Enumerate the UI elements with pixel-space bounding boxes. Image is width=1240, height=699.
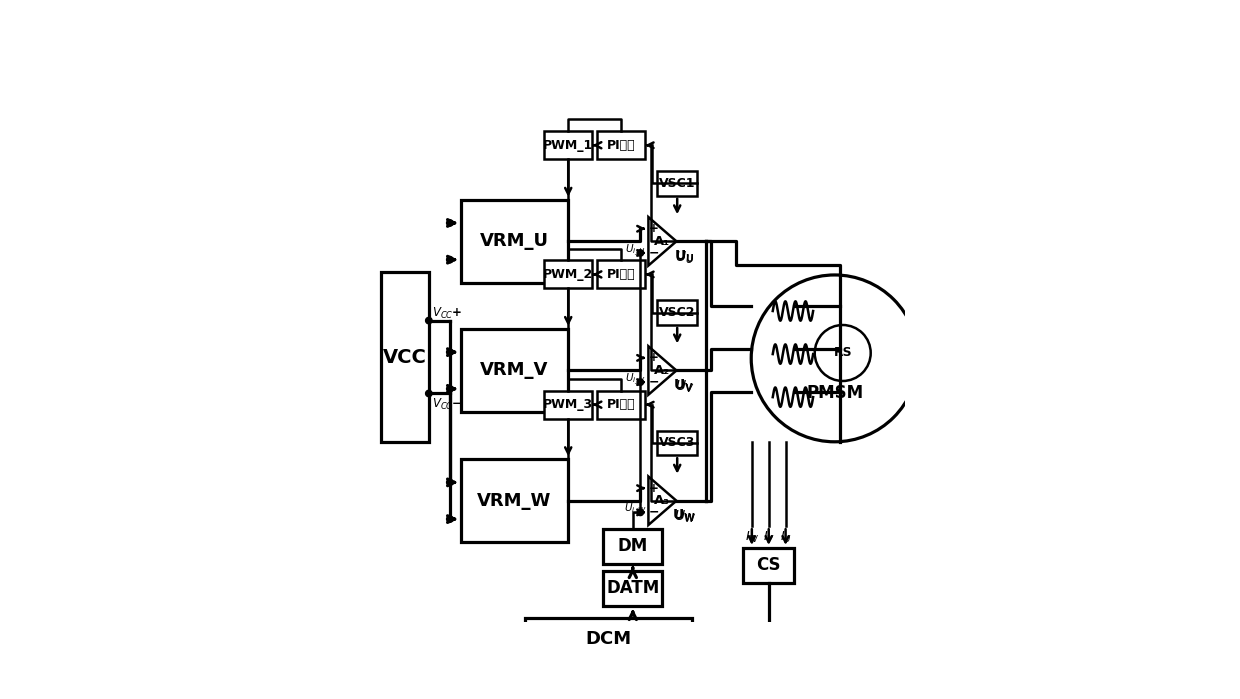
- Polygon shape: [649, 477, 676, 525]
- Circle shape: [425, 390, 432, 397]
- FancyBboxPatch shape: [460, 459, 568, 542]
- FancyBboxPatch shape: [596, 131, 645, 159]
- Text: PWM_2: PWM_2: [543, 268, 594, 281]
- FancyBboxPatch shape: [743, 548, 795, 583]
- Text: A₁: A₁: [655, 235, 671, 248]
- Text: $I_U$: $I_U$: [780, 530, 791, 545]
- Circle shape: [815, 325, 870, 381]
- Text: VSC1: VSC1: [658, 177, 696, 190]
- Text: +: +: [649, 222, 658, 236]
- Text: $U_{i\_V}$: $U_{i\_V}$: [625, 372, 646, 387]
- FancyBboxPatch shape: [544, 391, 593, 419]
- Circle shape: [446, 257, 453, 263]
- Circle shape: [637, 250, 644, 256]
- Circle shape: [446, 349, 453, 355]
- Text: PI调节: PI调节: [606, 268, 635, 281]
- Text: DM: DM: [618, 538, 649, 556]
- Text: $V_{CC}$+: $V_{CC}$+: [432, 306, 463, 321]
- Text: $\mathbf{U_U}$: $\mathbf{U_U}$: [673, 248, 694, 265]
- Circle shape: [446, 219, 453, 226]
- Text: $U_U$: $U_U$: [676, 250, 694, 266]
- Text: VSC3: VSC3: [658, 436, 696, 449]
- Circle shape: [637, 379, 644, 385]
- FancyBboxPatch shape: [382, 272, 429, 442]
- FancyBboxPatch shape: [657, 171, 697, 196]
- FancyBboxPatch shape: [603, 529, 662, 564]
- FancyBboxPatch shape: [544, 261, 593, 289]
- Text: VRM_W: VRM_W: [477, 491, 552, 510]
- Text: $U_W$: $U_W$: [675, 509, 696, 525]
- FancyBboxPatch shape: [596, 261, 645, 289]
- Text: $U_{i\_U}$: $U_{i\_U}$: [625, 243, 646, 258]
- FancyBboxPatch shape: [657, 431, 697, 455]
- Text: VCC: VCC: [383, 347, 427, 366]
- FancyBboxPatch shape: [544, 131, 593, 159]
- Text: +: +: [649, 482, 658, 495]
- Text: A₃: A₃: [655, 494, 671, 507]
- Text: PI调节: PI调节: [606, 398, 635, 411]
- Circle shape: [446, 386, 453, 392]
- Text: CS: CS: [756, 556, 781, 575]
- FancyBboxPatch shape: [596, 391, 645, 419]
- FancyBboxPatch shape: [460, 200, 568, 283]
- FancyBboxPatch shape: [526, 618, 692, 661]
- FancyBboxPatch shape: [460, 329, 568, 412]
- Text: VRM_V: VRM_V: [480, 361, 548, 380]
- Polygon shape: [649, 346, 676, 395]
- Text: $I_V$: $I_V$: [763, 530, 775, 545]
- Text: $I_W$: $I_W$: [744, 530, 759, 545]
- Text: −: −: [649, 506, 658, 519]
- Text: $\mathbf{U_V}$: $\mathbf{U_V}$: [673, 377, 694, 394]
- Text: RS: RS: [833, 347, 852, 359]
- Text: VSC2: VSC2: [658, 306, 696, 319]
- Text: DATM: DATM: [606, 579, 660, 598]
- Text: −: −: [649, 375, 658, 389]
- Text: $U_V$: $U_V$: [676, 378, 694, 395]
- Text: $\mathbf{U_W}$: $\mathbf{U_W}$: [672, 507, 696, 524]
- Text: VRM_U: VRM_U: [480, 232, 549, 250]
- Circle shape: [751, 275, 918, 442]
- Text: $U_{i\_W}$: $U_{i\_W}$: [624, 502, 647, 517]
- Text: PWM_1: PWM_1: [543, 138, 594, 152]
- Circle shape: [446, 479, 453, 486]
- Text: A₂: A₂: [655, 364, 671, 377]
- Text: +: +: [649, 352, 658, 364]
- Text: PI调节: PI调节: [606, 138, 635, 152]
- Text: $V_{CC}$−: $V_{CC}$−: [432, 397, 463, 412]
- Text: PWM_3: PWM_3: [543, 398, 593, 411]
- Circle shape: [425, 317, 432, 324]
- Text: DCM: DCM: [585, 630, 631, 649]
- Circle shape: [637, 509, 644, 516]
- Text: PMSM: PMSM: [806, 384, 863, 403]
- Text: −: −: [649, 247, 658, 259]
- FancyBboxPatch shape: [603, 571, 662, 606]
- Circle shape: [446, 516, 453, 522]
- FancyBboxPatch shape: [657, 301, 697, 325]
- Polygon shape: [649, 217, 676, 266]
